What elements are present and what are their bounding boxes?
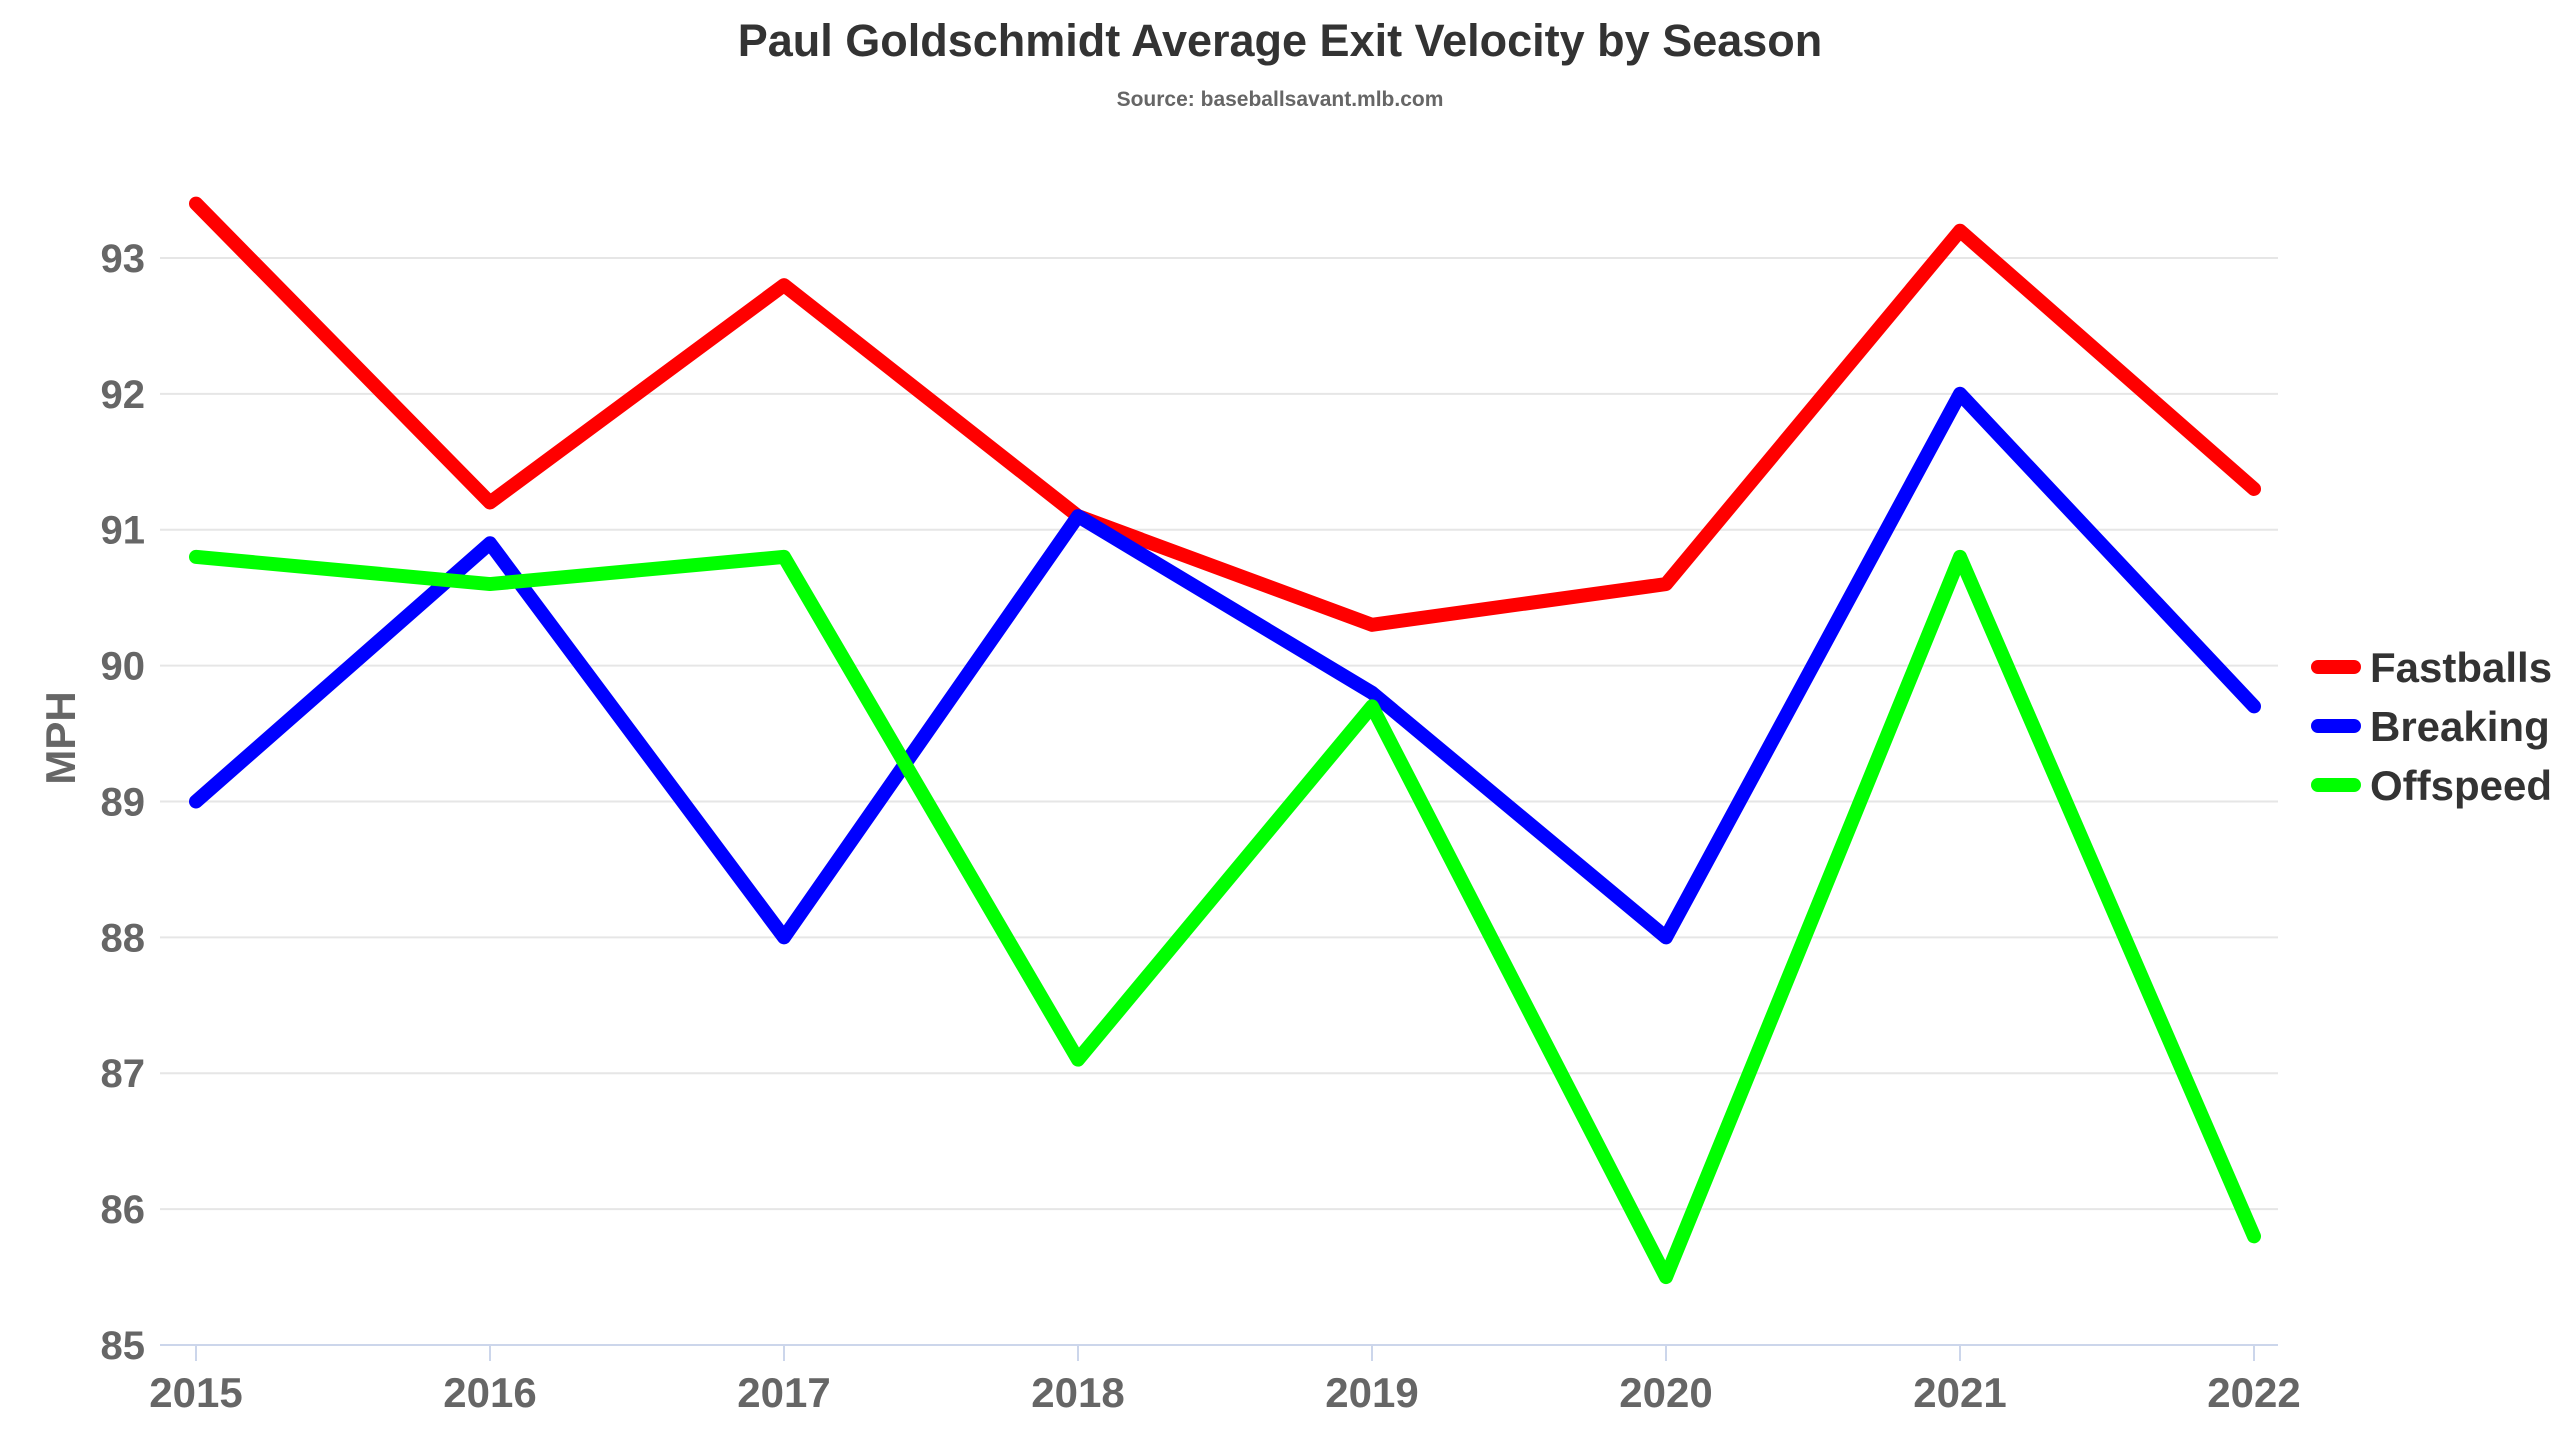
grid-lines bbox=[160, 256, 2278, 1211]
y-tick-label: 86 bbox=[101, 1188, 146, 1232]
y-tick-label: 92 bbox=[101, 373, 146, 417]
x-tick-label: 2021 bbox=[1913, 1369, 2006, 1416]
y-axis-title: MPH bbox=[37, 691, 84, 784]
x-tick-label: 2022 bbox=[2207, 1369, 2300, 1416]
legend-item-offspeed[interactable]: Offspeed bbox=[2311, 762, 2552, 809]
series-lines[interactable] bbox=[189, 196, 2261, 1285]
chart-title: Paul Goldschmidt Average Exit Velocity b… bbox=[738, 15, 1823, 66]
series-line-offspeed[interactable] bbox=[189, 549, 2261, 1285]
legend-label: Fastballs bbox=[2370, 644, 2552, 691]
legend[interactable]: Fastballs Breaking Offspeed bbox=[2311, 644, 2552, 809]
x-tick-label: 2017 bbox=[737, 1369, 830, 1416]
x-tick-label: 2020 bbox=[1619, 1369, 1712, 1416]
y-tick-label: 89 bbox=[101, 780, 146, 824]
y-tick-label: 91 bbox=[101, 509, 146, 553]
y-tick-label: 93 bbox=[101, 237, 146, 281]
x-tick-label: 2018 bbox=[1031, 1369, 1124, 1416]
y-tick-label: 88 bbox=[101, 916, 146, 960]
axes: 85 86 87 88 89 90 91 92 93 2015 2016 2017 2018 2019 20… bbox=[101, 237, 2301, 1416]
legend-label: Breaking bbox=[2370, 703, 2550, 750]
series-line-fastballs[interactable] bbox=[189, 196, 2261, 632]
chart-subtitle: Source: baseballsavant.mlb.com bbox=[1117, 88, 1444, 111]
y-tick-label: 90 bbox=[101, 645, 146, 689]
x-tick-label: 2015 bbox=[149, 1369, 242, 1416]
x-tick-label: 2016 bbox=[443, 1369, 536, 1416]
y-tick-label: 85 bbox=[101, 1324, 146, 1368]
legend-item-fastballs[interactable]: Fastballs bbox=[2311, 644, 2552, 691]
series-line-breaking[interactable] bbox=[189, 386, 2261, 945]
x-tick-label: 2019 bbox=[1325, 1369, 1418, 1416]
y-tick-label: 87 bbox=[101, 1052, 146, 1096]
legend-label: Offspeed bbox=[2370, 762, 2552, 809]
legend-item-breaking[interactable]: Breaking bbox=[2311, 703, 2550, 750]
